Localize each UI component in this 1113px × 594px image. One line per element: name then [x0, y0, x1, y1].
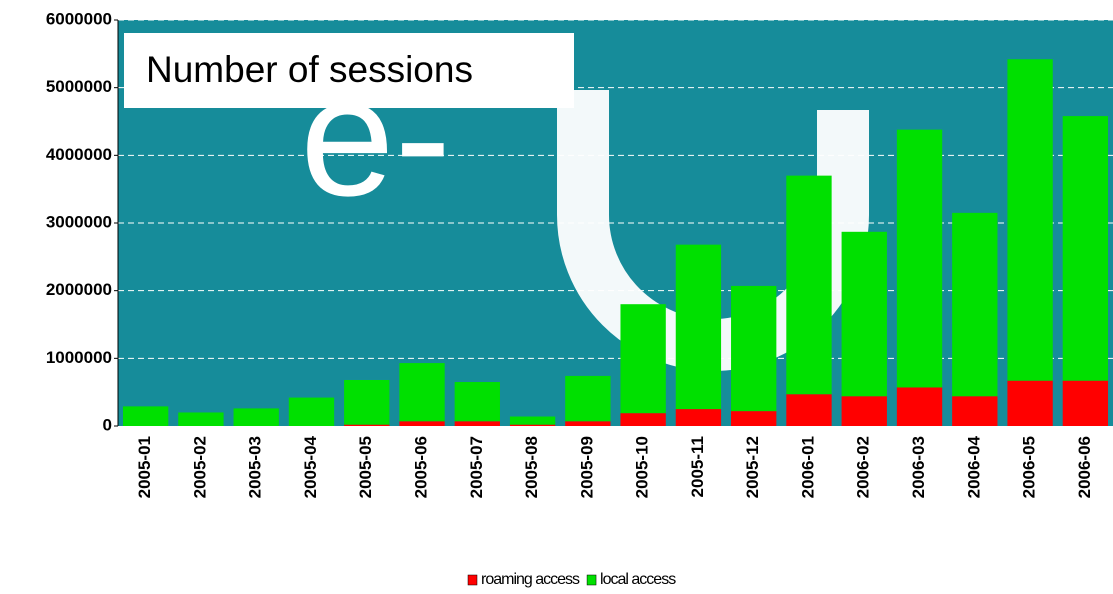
bar-segment — [1007, 59, 1053, 381]
x-tick-label: 2005-10 — [633, 436, 652, 498]
bar-segment — [786, 394, 832, 426]
x-tick-label: 2005-08 — [522, 436, 541, 498]
y-tick-label: 4000000 — [46, 145, 112, 164]
bar-segment — [565, 375, 611, 422]
bar-segment — [344, 424, 390, 426]
x-tick-label: 2005-11 — [688, 436, 707, 497]
x-tick-label: 2005-02 — [190, 436, 209, 498]
y-tick-label: 0 — [103, 415, 112, 434]
bar-segment — [565, 421, 611, 426]
bar-segment — [896, 387, 943, 426]
bar-segment — [841, 231, 887, 397]
x-tick-label: 2005-06 — [412, 436, 431, 498]
bar-segment — [399, 421, 445, 426]
x-tick-label: 2006-06 — [1075, 436, 1094, 498]
x-tick-label: 2005-05 — [356, 436, 375, 498]
bar-segment — [1007, 380, 1053, 426]
bar-segment — [122, 406, 169, 426]
bar-segment — [675, 409, 722, 426]
labels: 0 1000000 2000000 3000000 4000000 5000000 6000… — [46, 9, 1094, 498]
x-tick-label: 2006-03 — [909, 436, 928, 498]
bar-segment — [786, 175, 832, 395]
bar-segment — [675, 244, 722, 410]
y-tick-label: 3000000 — [46, 212, 112, 231]
bar-segment — [731, 285, 777, 412]
bar-segment — [454, 382, 500, 422]
bar-segment — [344, 379, 390, 425]
x-tick-label: 2006-02 — [854, 436, 873, 498]
bar-segment — [620, 413, 666, 426]
y-tick-label: 2000000 — [46, 280, 112, 299]
bar-segment — [509, 416, 556, 425]
bar-segment — [731, 411, 777, 426]
bar-segment — [896, 129, 943, 388]
bar-segment — [952, 396, 998, 426]
bar-segment — [1062, 116, 1109, 381]
bar-segment — [233, 408, 279, 426]
legend-label: roaming access — [481, 571, 580, 588]
legend-label: local access — [600, 571, 676, 588]
bar-segment — [620, 304, 666, 414]
x-tick-label: 2006-04 — [964, 435, 983, 498]
bar-segment — [1062, 380, 1109, 426]
y-tick-label: 1000000 — [46, 348, 112, 367]
x-tick-label: 2005-09 — [577, 436, 596, 498]
title-box — [124, 33, 574, 108]
x-tick-label: 2005-12 — [743, 436, 762, 498]
y-tick-label: 6000000 — [46, 9, 112, 28]
bar-segment — [841, 396, 887, 426]
x-tick-label: 2005-03 — [246, 436, 265, 498]
bar-segment — [454, 421, 500, 426]
bar-segment — [952, 212, 998, 397]
x-tick-label: 2005-04 — [301, 435, 320, 498]
legend: roaming access local access — [467, 571, 677, 588]
bars — [122, 59, 1109, 426]
bar-segment — [509, 424, 556, 426]
x-tick-label: 2006-05 — [1020, 436, 1039, 498]
legend-swatch — [467, 574, 478, 586]
legend-swatch — [586, 574, 597, 586]
bar-segment — [288, 397, 335, 426]
bar-segment — [178, 412, 224, 426]
chart-title: Number of sessions — [146, 49, 473, 90]
x-tick-label: 2005-07 — [467, 436, 486, 498]
x-tick-label: 2006-01 — [798, 436, 817, 498]
bar-segment — [399, 363, 445, 422]
x-tick-label: 2005-01 — [135, 436, 154, 498]
y-tick-label: 5000000 — [46, 77, 112, 96]
